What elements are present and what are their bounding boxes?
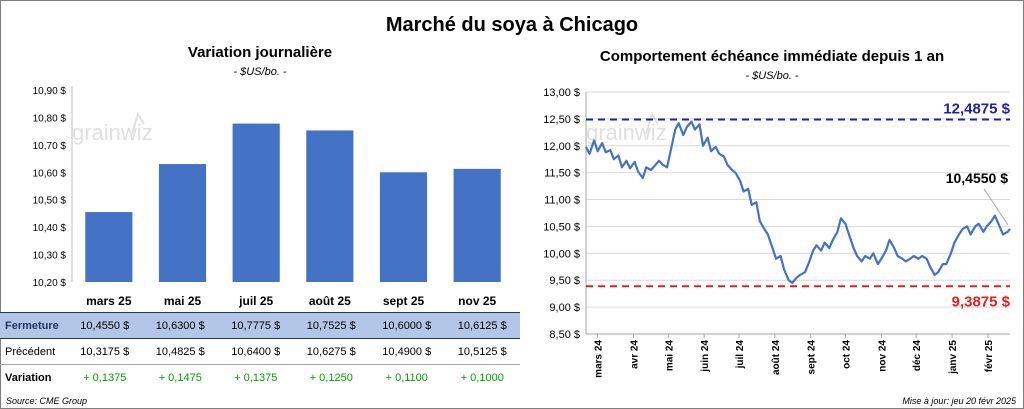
y-tick-label: 9,50 $	[549, 275, 580, 287]
table-cell: + 0,1000	[460, 371, 504, 384]
table-cell: 10,6300 $	[142, 312, 218, 339]
source-note: Source: CME Group	[6, 396, 88, 406]
y-tick-label: 11,00 $	[544, 195, 580, 207]
x-tick-label: avr 24	[629, 340, 640, 369]
left-chart-title: Variation journalière	[187, 44, 333, 61]
grainwiz-watermark: grainwiz	[72, 111, 153, 145]
x-tick-label: nov 25	[458, 294, 496, 308]
x-tick-label: juin 24	[700, 340, 711, 373]
table-cell: 10,4825 $	[142, 338, 218, 365]
row-label: Précédent	[0, 338, 67, 365]
y-tick-label: 10,00 $	[543, 248, 580, 260]
y-tick-label: 9,00 $	[549, 302, 580, 314]
table-cell: + 0,1375	[83, 371, 127, 384]
y-tick-label: 10,20 $	[33, 278, 67, 289]
table-cell: 10,6000 $	[369, 312, 445, 339]
watermark-text: grainwiz	[72, 120, 153, 145]
right-chart-unit: - $US/bo. -	[745, 70, 799, 82]
left-chart-unit: - $US/bo. -	[233, 66, 287, 78]
y-tick-label: 10,70 $	[33, 141, 67, 152]
watermark-mark-icon	[645, 111, 659, 135]
table-cell: 10,6275 $	[293, 338, 369, 365]
update-note: Mise à jour: jeu 20 févr 2025	[902, 396, 1016, 406]
y-tick-label: 10,50 $	[543, 221, 580, 233]
x-tick-label: janv 25	[948, 340, 959, 375]
last-value-label: 10,4550 $	[946, 170, 1008, 186]
futures-table: Fermeture 10,4550 $ 10,6300 $ 10,7775 $ …	[0, 312, 520, 390]
x-tick-label: août 25	[309, 294, 351, 308]
table-cell: 10,4900 $	[369, 338, 445, 365]
table-row-variation: Variation + 0,1375 + 0,1475 + 0,1375 + 0…	[0, 365, 520, 391]
y-tick-label: 10,30 $	[33, 251, 67, 262]
bar	[379, 172, 428, 282]
line-chart: 8,50 $ 9,00 $ 9,50 $ 10,00 $ 10,50 $ 11,00 $ 1…	[543, 87, 1011, 378]
y-tick-label: 10,90 $	[33, 86, 67, 97]
watermark-text: grainwiz	[586, 120, 667, 145]
table-cell: 10,3175 $	[67, 338, 143, 365]
table-cell: 10,6400 $	[218, 338, 294, 365]
table-cell: 10,7775 $	[218, 312, 294, 339]
bar	[158, 164, 207, 282]
table-cell: 10,7525 $	[293, 312, 369, 339]
bar-chart: 10,20 $ 10,30 $ 10,40 $ 10,50 $ 10,60 $ 10,70…	[33, 86, 501, 308]
x-tick-label: mars 24	[594, 340, 605, 378]
page-title: Marché du soya à Chicago	[385, 14, 639, 36]
table-cell: 10,6125 $	[444, 312, 520, 339]
row-label: Fermeture	[0, 312, 67, 339]
low-reference-label: 9,3875 $	[952, 293, 1011, 310]
price-line	[585, 120, 1011, 284]
bar	[232, 123, 280, 282]
table-row-fermeture: Fermeture 10,4550 $ 10,6300 $ 10,7775 $ …	[0, 312, 520, 339]
x-tick-label: déc 24	[912, 340, 923, 372]
right-chart-title: Comportement échéance immédiate depuis 1…	[599, 48, 945, 65]
table-cell: 10,5125 $	[444, 338, 520, 365]
last-value-leader	[983, 188, 1009, 226]
bar	[306, 130, 354, 282]
row-label: Variation	[5, 371, 52, 384]
y-tick-label: 13,00 $	[543, 87, 580, 99]
x-tick-label: sept 24	[807, 340, 818, 375]
x-tick-label: mai 24	[664, 340, 675, 372]
x-tick-label: sept 25	[383, 294, 425, 308]
bar	[453, 168, 501, 282]
y-tick-label: 12,00 $	[543, 141, 580, 153]
grainwiz-watermark: grainwiz	[586, 111, 667, 145]
table-cell: + 0,1375	[234, 371, 278, 384]
table-row-precedent: Précédent 10,3175 $ 10,4825 $ 10,6400 $ …	[0, 338, 520, 365]
y-tick-label: 10,60 $	[33, 168, 67, 179]
y-tick-label: 11,50 $	[544, 168, 580, 180]
x-tick-label: août 24	[771, 340, 782, 375]
x-tick-label: nov 24	[877, 340, 888, 372]
x-tick-label: mai 25	[164, 294, 202, 308]
bar	[85, 212, 133, 282]
y-tick-label: 8,50 $	[549, 329, 580, 341]
y-tick-label: 10,50 $	[33, 196, 67, 207]
table-cell: 10,4550 $	[67, 312, 143, 339]
high-reference-label: 12,4875 $	[943, 101, 1010, 118]
y-tick-label: 10,40 $	[33, 223, 67, 234]
x-tick-label: févr 25	[984, 340, 995, 373]
x-tick-label: mars 25	[86, 294, 132, 308]
table-cell: + 0,1250	[309, 371, 353, 384]
x-tick-label: juil 25	[238, 294, 273, 308]
y-tick-label: 12,50 $	[543, 114, 580, 126]
y-tick-label: 10,80 $	[33, 113, 67, 124]
watermark-mark-icon	[131, 111, 145, 135]
table-cell: + 0,1475	[158, 371, 202, 384]
x-tick-label: juil 24	[735, 340, 746, 370]
table-cell: + 0,1100	[385, 371, 428, 384]
x-tick-label: oct 24	[841, 340, 852, 369]
